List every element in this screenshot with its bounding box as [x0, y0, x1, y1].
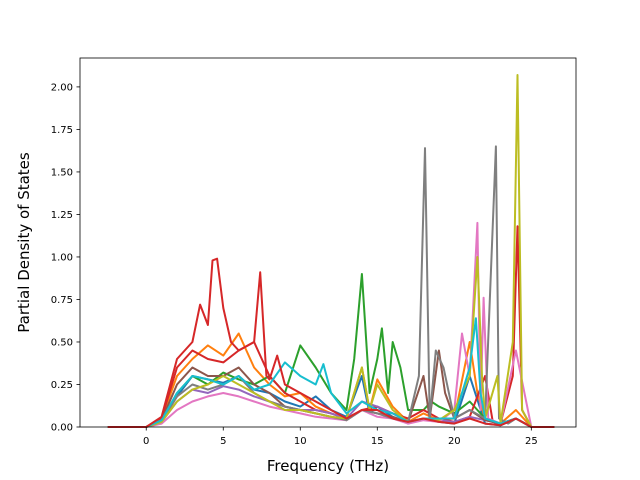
series-line-7 [107, 221, 555, 428]
y-tick-label: 0.75 [51, 295, 73, 306]
x-tick-label: 0 [143, 436, 149, 447]
y-tick-label: 0.50 [51, 337, 73, 348]
y-axis-label: Partial Density of States [15, 152, 33, 333]
x-tick-label: 5 [220, 436, 226, 447]
x-tick-label: 10 [294, 436, 307, 447]
series-line-8 [107, 145, 555, 428]
y-tick-label: 1.00 [51, 252, 73, 263]
series-layer [107, 74, 555, 428]
y-tick-label: 0.00 [51, 423, 73, 434]
series-line-5 [107, 385, 555, 428]
y-tick-label: 0.25 [51, 380, 73, 391]
series-line-3 [107, 273, 555, 428]
y-tick-label: 1.75 [51, 125, 73, 136]
series-line-10 [107, 317, 555, 428]
y-axis: 0.00 0.25 0.50 0.75 1.00 1.25 1.50 1.75 2.00 [51, 82, 80, 434]
y-tick-label: 2.00 [51, 82, 73, 93]
y-tick-label: 1.25 [51, 210, 73, 221]
x-tick-label: 25 [525, 436, 538, 447]
series-line-9 [107, 74, 555, 428]
x-axis-label: Frequency (THz) [267, 457, 389, 475]
x-tick-label: 20 [448, 436, 461, 447]
x-tick-label: 15 [371, 436, 384, 447]
x-axis: 0 5 10 15 20 25 [143, 427, 538, 447]
y-tick-label: 1.50 [51, 167, 73, 178]
plot-frame [79, 57, 577, 428]
series-line-11 [107, 257, 555, 428]
